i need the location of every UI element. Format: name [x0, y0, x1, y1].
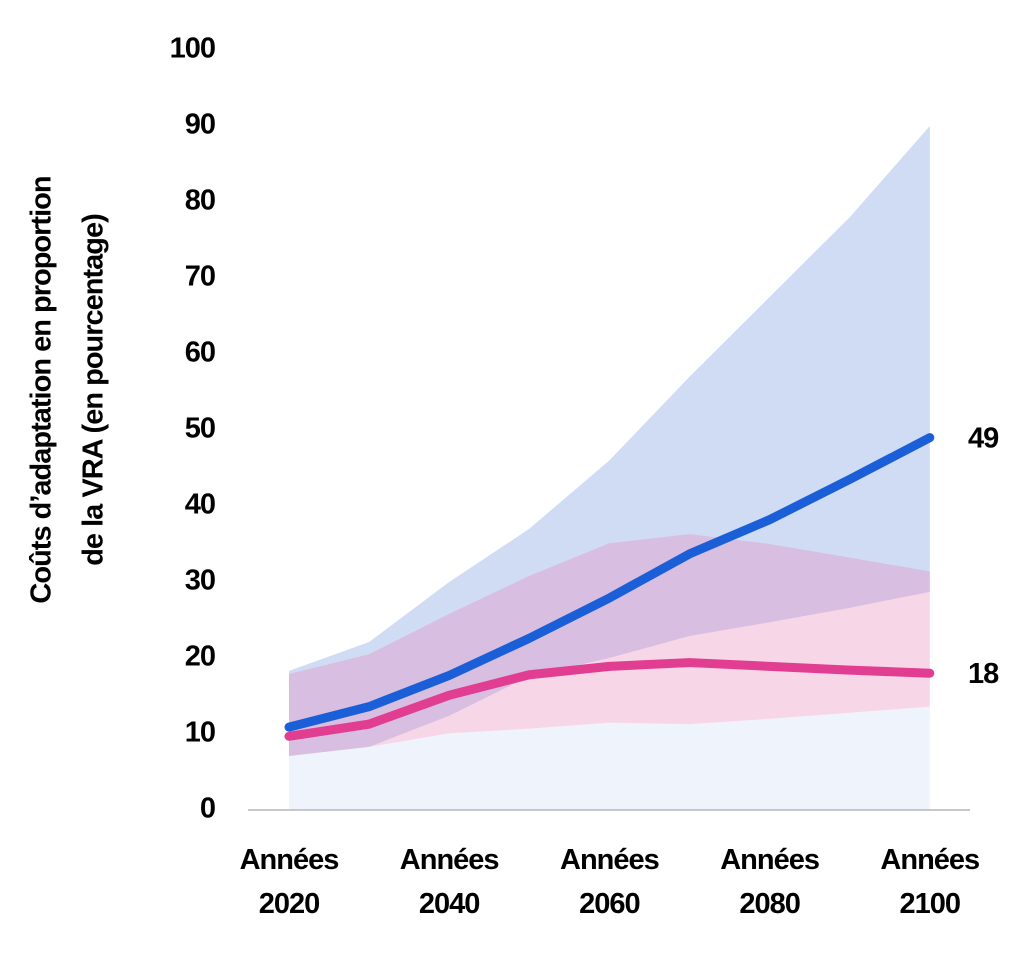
y-tick-label: 10: [185, 717, 215, 749]
x-tick-label: Années 2040: [399, 844, 500, 920]
y-tick-label: 60: [185, 337, 215, 369]
y-tick-label: 20: [185, 641, 215, 673]
base-area: [289, 706, 930, 810]
x-tick-label: Années 2020: [239, 844, 340, 920]
range-band: [289, 534, 930, 757]
end-value-label: 49: [968, 422, 999, 454]
y-axis-label: Coûts d’adaptation en proportion: [26, 176, 58, 603]
y-tick-label: 40: [185, 489, 215, 521]
x-tick-label: Années 2080: [720, 844, 820, 920]
x-tick-label: Années 2100: [880, 844, 980, 920]
range-band: [289, 126, 930, 757]
y-tick-label: 50: [185, 413, 215, 445]
end-value-label: 18: [968, 658, 999, 690]
y-axis-label: de la VRA (en pourcentage): [78, 214, 110, 566]
y-tick-label: 90: [185, 109, 215, 141]
line: [284, 658, 935, 741]
y-tick-label: 30: [185, 565, 215, 597]
y-tick-label: 100: [170, 33, 215, 65]
x-tick-label: Années 2060: [560, 844, 660, 920]
y-tick-label: 70: [185, 261, 215, 293]
line: [284, 433, 935, 732]
y-tick-label: 80: [185, 185, 215, 217]
y-tick-label: 0: [200, 793, 215, 825]
